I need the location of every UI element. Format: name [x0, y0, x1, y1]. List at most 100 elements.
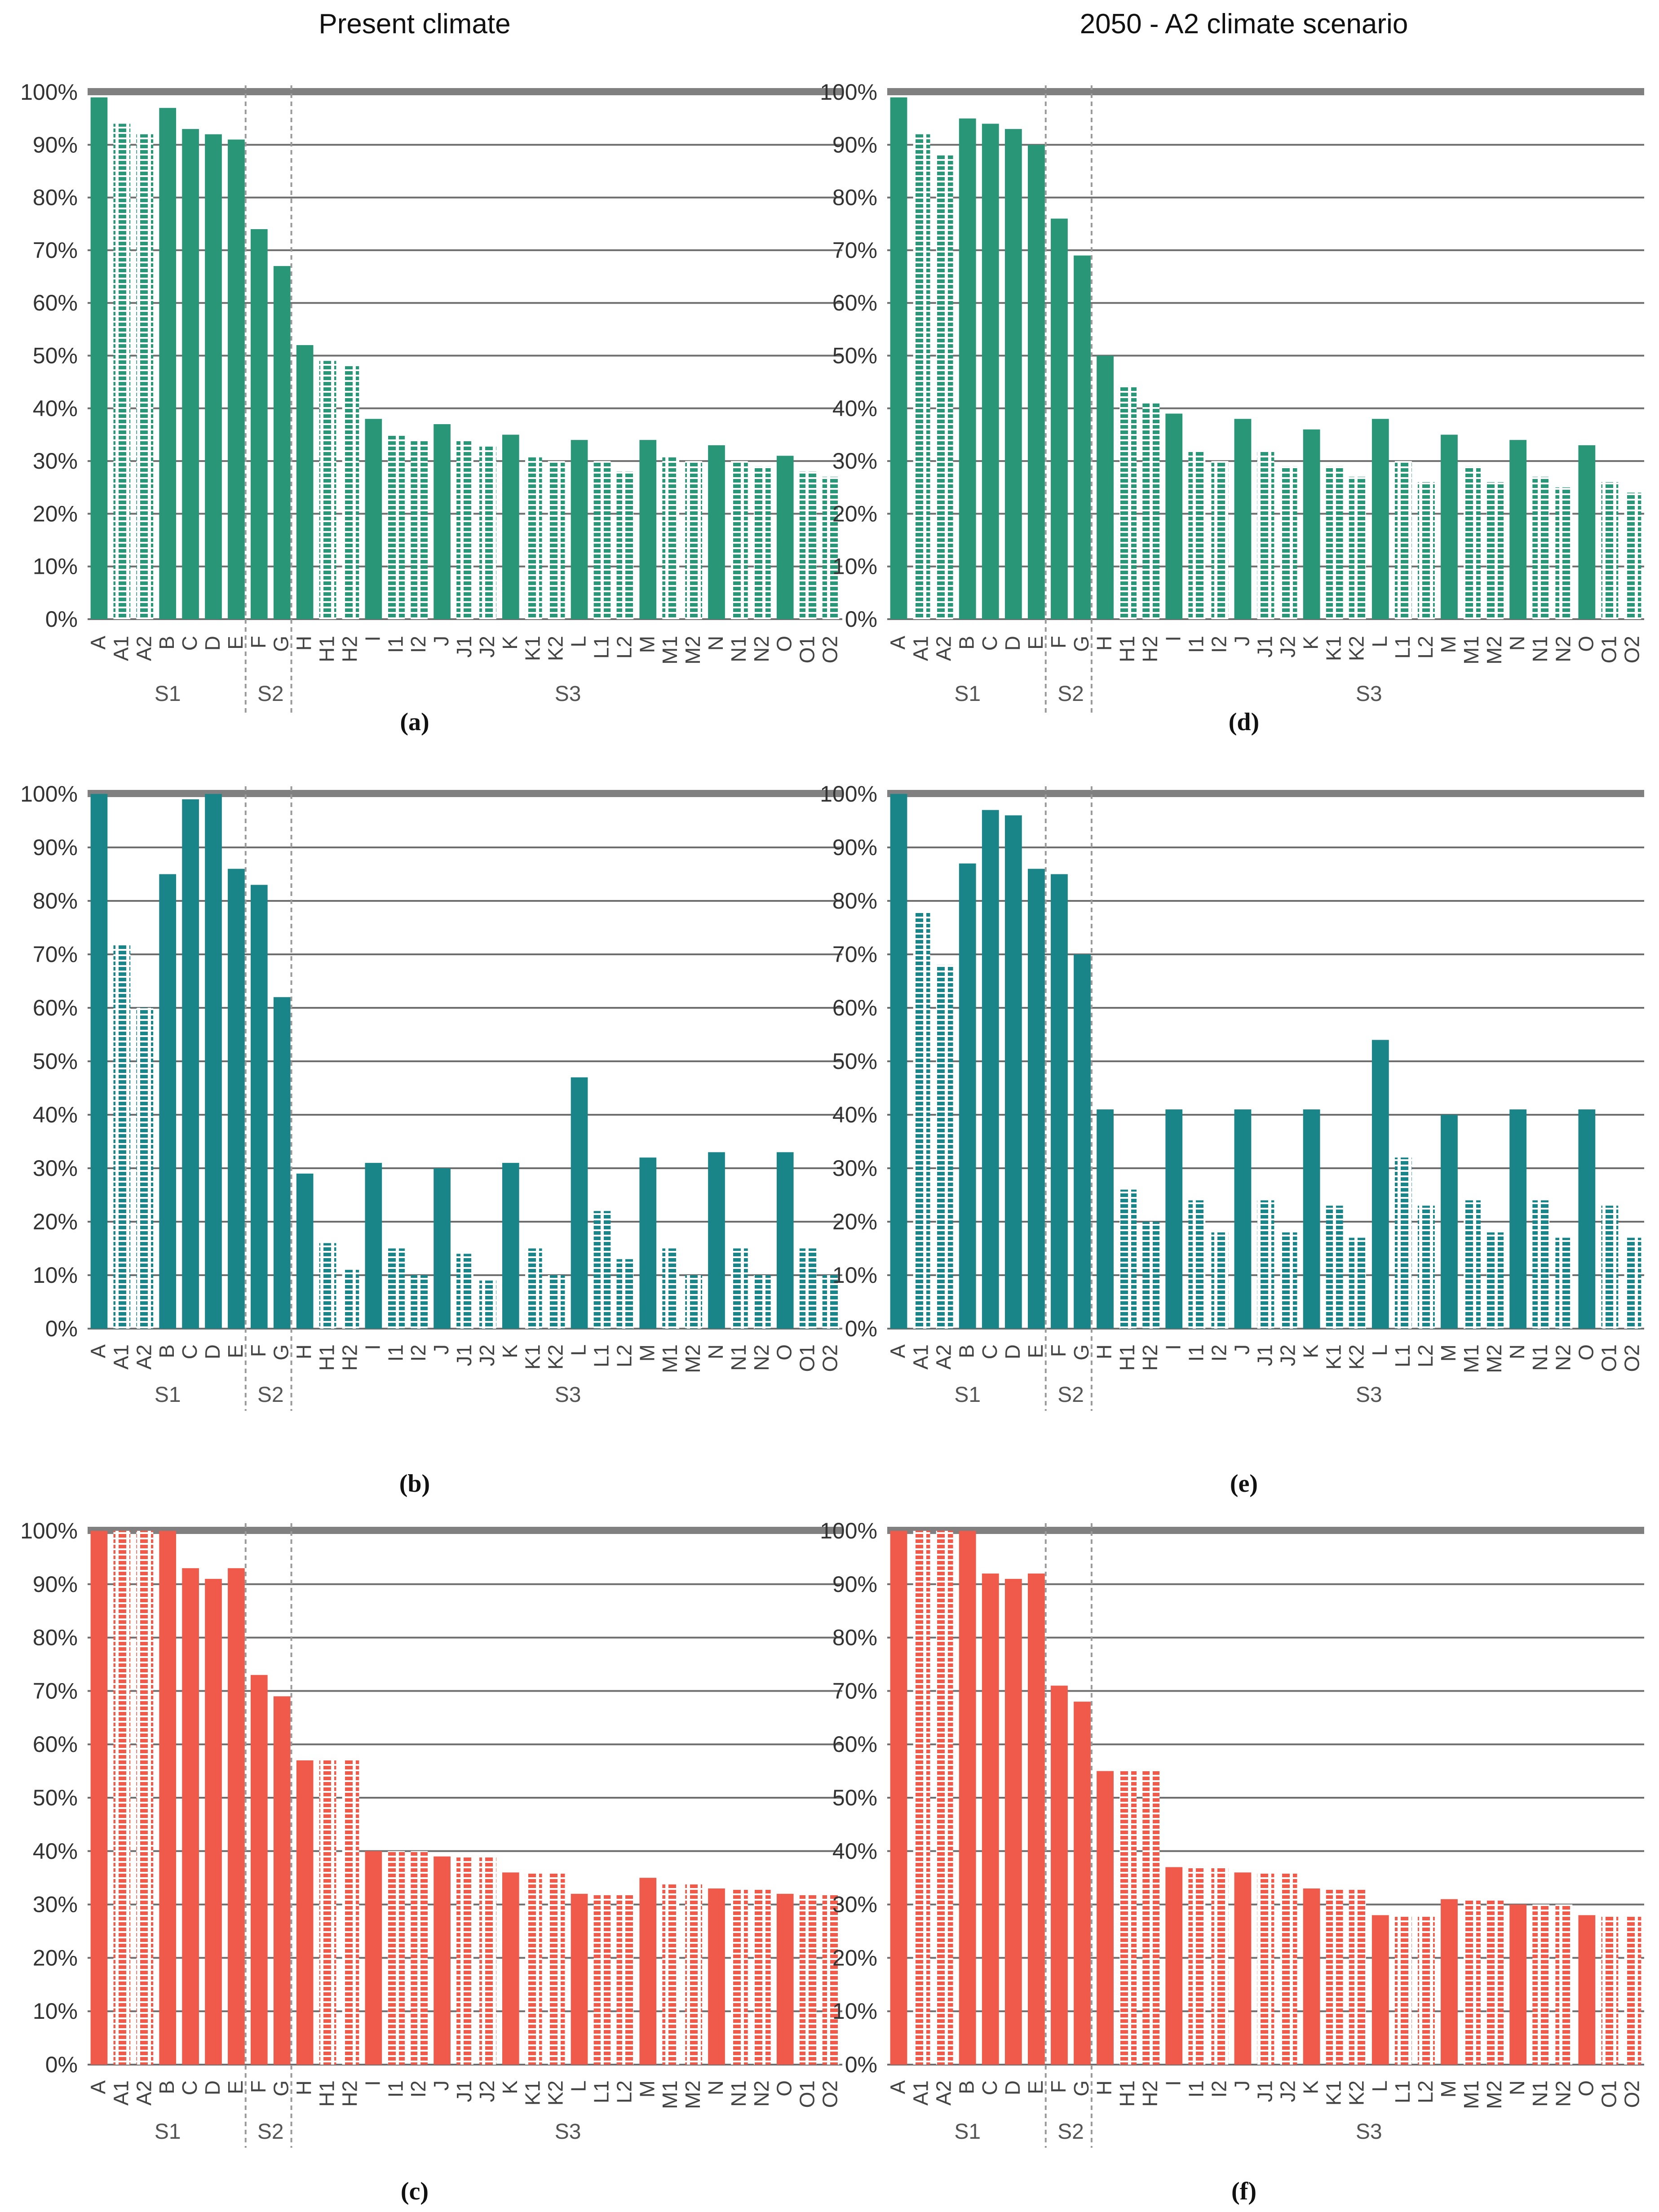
bar-f — [1051, 1685, 1068, 2065]
x-tick-label: N — [1505, 636, 1529, 651]
bar-h2 — [1142, 1771, 1160, 2065]
x-tick-label: O2 — [1620, 636, 1643, 663]
bar-o — [776, 1893, 794, 2065]
y-tick-label: 10% — [832, 554, 877, 579]
bar-o2 — [1624, 1237, 1641, 1329]
y-tick-label: 20% — [33, 1209, 78, 1234]
x-tick-label: H2 — [338, 1344, 361, 1371]
x-tick-label: O — [773, 2080, 796, 2097]
y-tick-label: 100% — [20, 80, 78, 105]
bar-c — [182, 799, 199, 1329]
x-tick-label: N — [1505, 2080, 1529, 2095]
y-tick-label: 80% — [832, 185, 877, 210]
bar-l2 — [1418, 482, 1435, 619]
bar-k2 — [548, 1872, 565, 2065]
x-tick-label: N1 — [1528, 1344, 1552, 1371]
bar-o — [1578, 445, 1596, 619]
x-tick-label: O — [773, 636, 796, 652]
bar-a — [890, 97, 907, 620]
bar-k1 — [1326, 466, 1343, 619]
x-tick-label: O — [1574, 636, 1597, 652]
bar-m1 — [1464, 1899, 1481, 2065]
bar-h2 — [1142, 1222, 1160, 1329]
y-tick-label: 40% — [33, 396, 78, 421]
bar-h1 — [1119, 1189, 1137, 1329]
bar-m2 — [685, 1275, 702, 1329]
x-tick-label: K — [498, 1344, 522, 1358]
x-tick-label: K1 — [521, 1344, 544, 1370]
bar-j — [1234, 1872, 1252, 2065]
x-tick-label: B — [155, 1344, 178, 1358]
bar-k1 — [525, 1248, 542, 1329]
bar-a — [90, 1531, 108, 2065]
x-tick-label: L — [1368, 636, 1391, 647]
bar-j — [1234, 1109, 1252, 1329]
bar-e — [228, 1568, 245, 2065]
bar-m2 — [1486, 482, 1504, 619]
x-tick-label: K2 — [1345, 1344, 1368, 1370]
x-tick-label: L1 — [589, 636, 613, 659]
bar-o1 — [799, 1248, 817, 1329]
bar-j1 — [1257, 1200, 1274, 1329]
bar-b — [959, 1531, 976, 2065]
x-tick-label: M — [1437, 1344, 1460, 1361]
x-tick-label: N1 — [727, 2080, 750, 2107]
bar-g — [1074, 255, 1091, 619]
bar-m — [1441, 1115, 1458, 1329]
x-tick-label: I1 — [1184, 2080, 1208, 2097]
group-label-s3: S3 — [555, 682, 581, 706]
x-tick-label: J2 — [1276, 636, 1300, 658]
bar-l1 — [593, 1211, 611, 1329]
x-tick-label: H1 — [1115, 2080, 1139, 2107]
x-tick-label: O — [773, 1344, 796, 1361]
panel-label-b: (b) — [399, 1470, 430, 1498]
bar-a2 — [136, 1008, 154, 1329]
bar-n2 — [753, 1275, 771, 1329]
bar-k2 — [1349, 1237, 1366, 1329]
x-tick-label: O2 — [1620, 1344, 1643, 1372]
x-tick-label: E — [1024, 636, 1047, 650]
x-tick-label: O1 — [1597, 636, 1620, 663]
bar-i1 — [1188, 450, 1206, 619]
bar-l — [571, 1893, 588, 2065]
bar-i1 — [388, 434, 405, 619]
x-tick-label: A — [886, 1344, 910, 1358]
x-tick-label: O2 — [1620, 2080, 1643, 2108]
y-tick-label: 90% — [832, 1572, 877, 1597]
bar-a — [90, 794, 108, 1329]
x-tick-label: M — [1437, 2080, 1460, 2097]
bar-i — [365, 419, 382, 619]
x-tick-label: N — [704, 636, 727, 651]
x-tick-label: J2 — [475, 636, 499, 658]
bar-h — [1097, 1771, 1114, 2065]
y-tick-label: 90% — [33, 132, 78, 157]
bar-n1 — [1532, 1200, 1550, 1329]
x-tick-label: I — [1161, 1344, 1185, 1350]
bar-i — [1165, 1867, 1183, 2065]
bar-c — [982, 124, 999, 619]
y-tick-label: 50% — [832, 343, 877, 368]
bar-m — [639, 1878, 657, 2065]
bar-n1 — [731, 461, 748, 619]
bar-o — [1578, 1109, 1596, 1329]
bar-m1 — [1464, 1200, 1481, 1329]
x-tick-label: E — [1024, 1344, 1047, 1358]
x-tick-label: J1 — [1253, 636, 1277, 658]
x-tick-label: H — [292, 636, 316, 651]
chart-svg-e: 0% 10% 20% 30% 40% 50% 60% 70% 80% 90% 100% A A1 A2 B C… — [820, 781, 1644, 1411]
x-tick-label: A1 — [909, 2080, 933, 2106]
x-tick-label: A — [86, 636, 110, 650]
x-tick-label: K2 — [544, 636, 567, 661]
x-tick-label: C — [978, 2080, 1001, 2095]
y-tick-label: 0% — [45, 607, 78, 632]
bar-k1 — [1326, 1206, 1343, 1329]
x-tick-label: N — [704, 1344, 727, 1359]
x-tick-label: O1 — [796, 1344, 819, 1372]
y-tick-label: 30% — [33, 1156, 78, 1181]
x-tick-label: J2 — [475, 2080, 499, 2102]
x-tick-label: L2 — [612, 1344, 636, 1367]
x-tick-label: J2 — [1276, 1344, 1300, 1366]
bar-m1 — [662, 1248, 680, 1329]
x-tick-label: A — [886, 636, 910, 650]
x-tick-label: L1 — [589, 2080, 613, 2103]
